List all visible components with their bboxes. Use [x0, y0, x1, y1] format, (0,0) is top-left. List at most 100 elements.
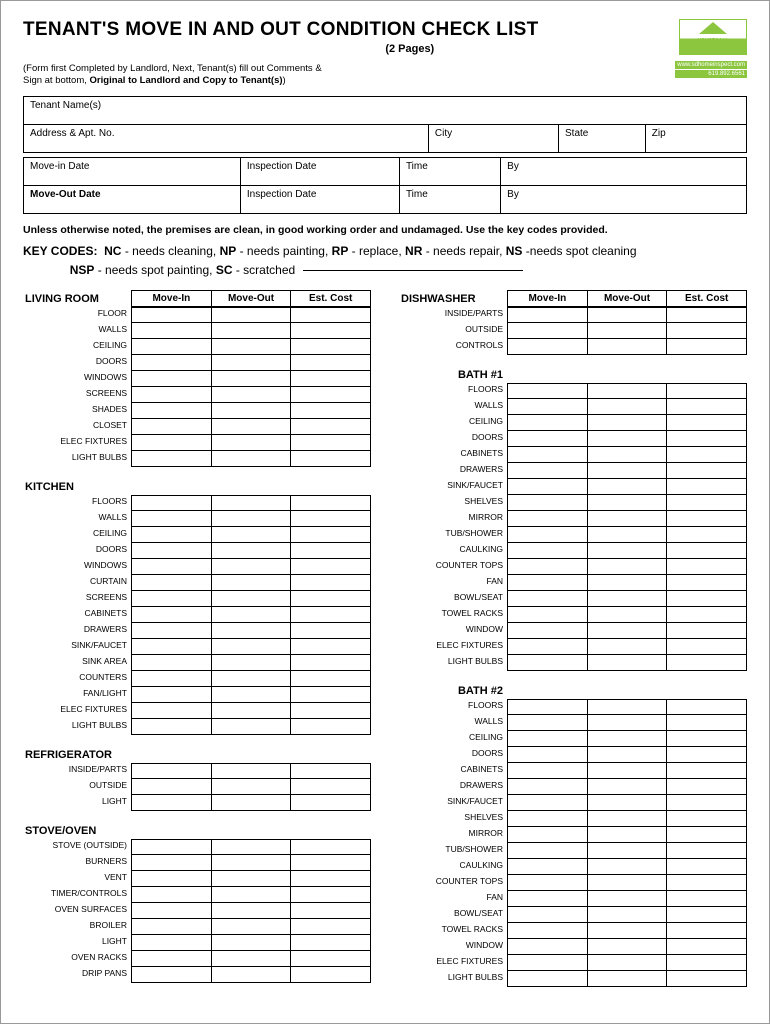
checklist-cell[interactable]	[131, 855, 212, 871]
checklist-cell[interactable]	[291, 323, 371, 339]
checklist-cell[interactable]	[212, 623, 292, 639]
checklist-cell[interactable]	[507, 875, 588, 891]
by-2-field[interactable]: By	[501, 185, 747, 213]
keycodes-blank-line[interactable]	[303, 270, 523, 271]
checklist-cell[interactable]	[507, 623, 588, 639]
checklist-cell[interactable]	[131, 639, 212, 655]
movein-date-field[interactable]: Move-in Date	[24, 157, 241, 185]
checklist-cell[interactable]	[291, 387, 371, 403]
checklist-cell[interactable]	[212, 919, 292, 935]
checklist-cell[interactable]	[588, 323, 668, 339]
checklist-cell[interactable]	[507, 843, 588, 859]
checklist-cell[interactable]	[507, 447, 588, 463]
checklist-cell[interactable]	[667, 575, 747, 591]
checklist-cell[interactable]	[588, 859, 668, 875]
checklist-cell[interactable]	[667, 731, 747, 747]
checklist-cell[interactable]	[588, 923, 668, 939]
checklist-cell[interactable]	[588, 843, 668, 859]
checklist-cell[interactable]	[588, 715, 668, 731]
state-field[interactable]: State	[559, 124, 646, 152]
checklist-cell[interactable]	[667, 447, 747, 463]
checklist-cell[interactable]	[291, 855, 371, 871]
checklist-cell[interactable]	[588, 779, 668, 795]
checklist-cell[interactable]	[588, 543, 668, 559]
checklist-cell[interactable]	[667, 431, 747, 447]
checklist-cell[interactable]	[291, 687, 371, 703]
checklist-cell[interactable]	[507, 779, 588, 795]
checklist-cell[interactable]	[588, 939, 668, 955]
checklist-cell[interactable]	[212, 719, 292, 735]
checklist-cell[interactable]	[212, 543, 292, 559]
checklist-cell[interactable]	[212, 655, 292, 671]
checklist-cell[interactable]	[131, 435, 212, 451]
checklist-cell[interactable]	[588, 655, 668, 671]
checklist-cell[interactable]	[667, 591, 747, 607]
checklist-cell[interactable]	[507, 955, 588, 971]
checklist-cell[interactable]	[507, 431, 588, 447]
checklist-cell[interactable]	[131, 623, 212, 639]
checklist-cell[interactable]	[212, 387, 292, 403]
checklist-cell[interactable]	[507, 495, 588, 511]
checklist-cell[interactable]	[667, 923, 747, 939]
checklist-cell[interactable]	[131, 671, 212, 687]
checklist-cell[interactable]	[588, 339, 668, 355]
checklist-cell[interactable]	[667, 827, 747, 843]
checklist-cell[interactable]	[507, 323, 588, 339]
checklist-cell[interactable]	[212, 527, 292, 543]
checklist-cell[interactable]	[507, 591, 588, 607]
checklist-cell[interactable]	[212, 703, 292, 719]
checklist-cell[interactable]	[131, 527, 212, 543]
checklist-cell[interactable]	[291, 339, 371, 355]
checklist-cell[interactable]	[131, 703, 212, 719]
city-field[interactable]: City	[428, 124, 558, 152]
checklist-cell[interactable]	[588, 479, 668, 495]
checklist-cell[interactable]	[667, 559, 747, 575]
checklist-cell[interactable]	[212, 435, 292, 451]
checklist-cell[interactable]	[291, 355, 371, 371]
checklist-cell[interactable]	[131, 967, 212, 983]
checklist-cell[interactable]	[507, 923, 588, 939]
checklist-cell[interactable]	[507, 859, 588, 875]
checklist-cell[interactable]	[212, 495, 292, 511]
checklist-cell[interactable]	[667, 639, 747, 655]
checklist-cell[interactable]	[291, 639, 371, 655]
checklist-cell[interactable]	[588, 463, 668, 479]
checklist-cell[interactable]	[588, 827, 668, 843]
time-1-field[interactable]: Time	[399, 157, 500, 185]
checklist-cell[interactable]	[507, 575, 588, 591]
checklist-cell[interactable]	[667, 339, 747, 355]
checklist-cell[interactable]	[131, 307, 212, 323]
checklist-cell[interactable]	[588, 559, 668, 575]
checklist-cell[interactable]	[507, 747, 588, 763]
checklist-cell[interactable]	[131, 371, 212, 387]
checklist-cell[interactable]	[291, 435, 371, 451]
checklist-cell[interactable]	[588, 623, 668, 639]
checklist-cell[interactable]	[131, 607, 212, 623]
checklist-cell[interactable]	[588, 415, 668, 431]
checklist-cell[interactable]	[588, 795, 668, 811]
checklist-cell[interactable]	[507, 511, 588, 527]
by-1-field[interactable]: By	[501, 157, 747, 185]
checklist-cell[interactable]	[131, 403, 212, 419]
checklist-cell[interactable]	[291, 527, 371, 543]
checklist-cell[interactable]	[291, 591, 371, 607]
checklist-cell[interactable]	[507, 639, 588, 655]
checklist-cell[interactable]	[667, 479, 747, 495]
checklist-cell[interactable]	[212, 951, 292, 967]
checklist-cell[interactable]	[291, 655, 371, 671]
checklist-cell[interactable]	[212, 559, 292, 575]
checklist-cell[interactable]	[588, 731, 668, 747]
checklist-cell[interactable]	[212, 887, 292, 903]
checklist-cell[interactable]	[131, 355, 212, 371]
checklist-cell[interactable]	[212, 779, 292, 795]
checklist-cell[interactable]	[131, 951, 212, 967]
address-field[interactable]: Address & Apt. No.	[24, 124, 429, 152]
checklist-cell[interactable]	[291, 919, 371, 935]
checklist-cell[interactable]	[131, 887, 212, 903]
checklist-cell[interactable]	[507, 479, 588, 495]
checklist-cell[interactable]	[667, 971, 747, 987]
time-2-field[interactable]: Time	[399, 185, 500, 213]
checklist-cell[interactable]	[212, 591, 292, 607]
checklist-cell[interactable]	[131, 451, 212, 467]
checklist-cell[interactable]	[667, 383, 747, 399]
